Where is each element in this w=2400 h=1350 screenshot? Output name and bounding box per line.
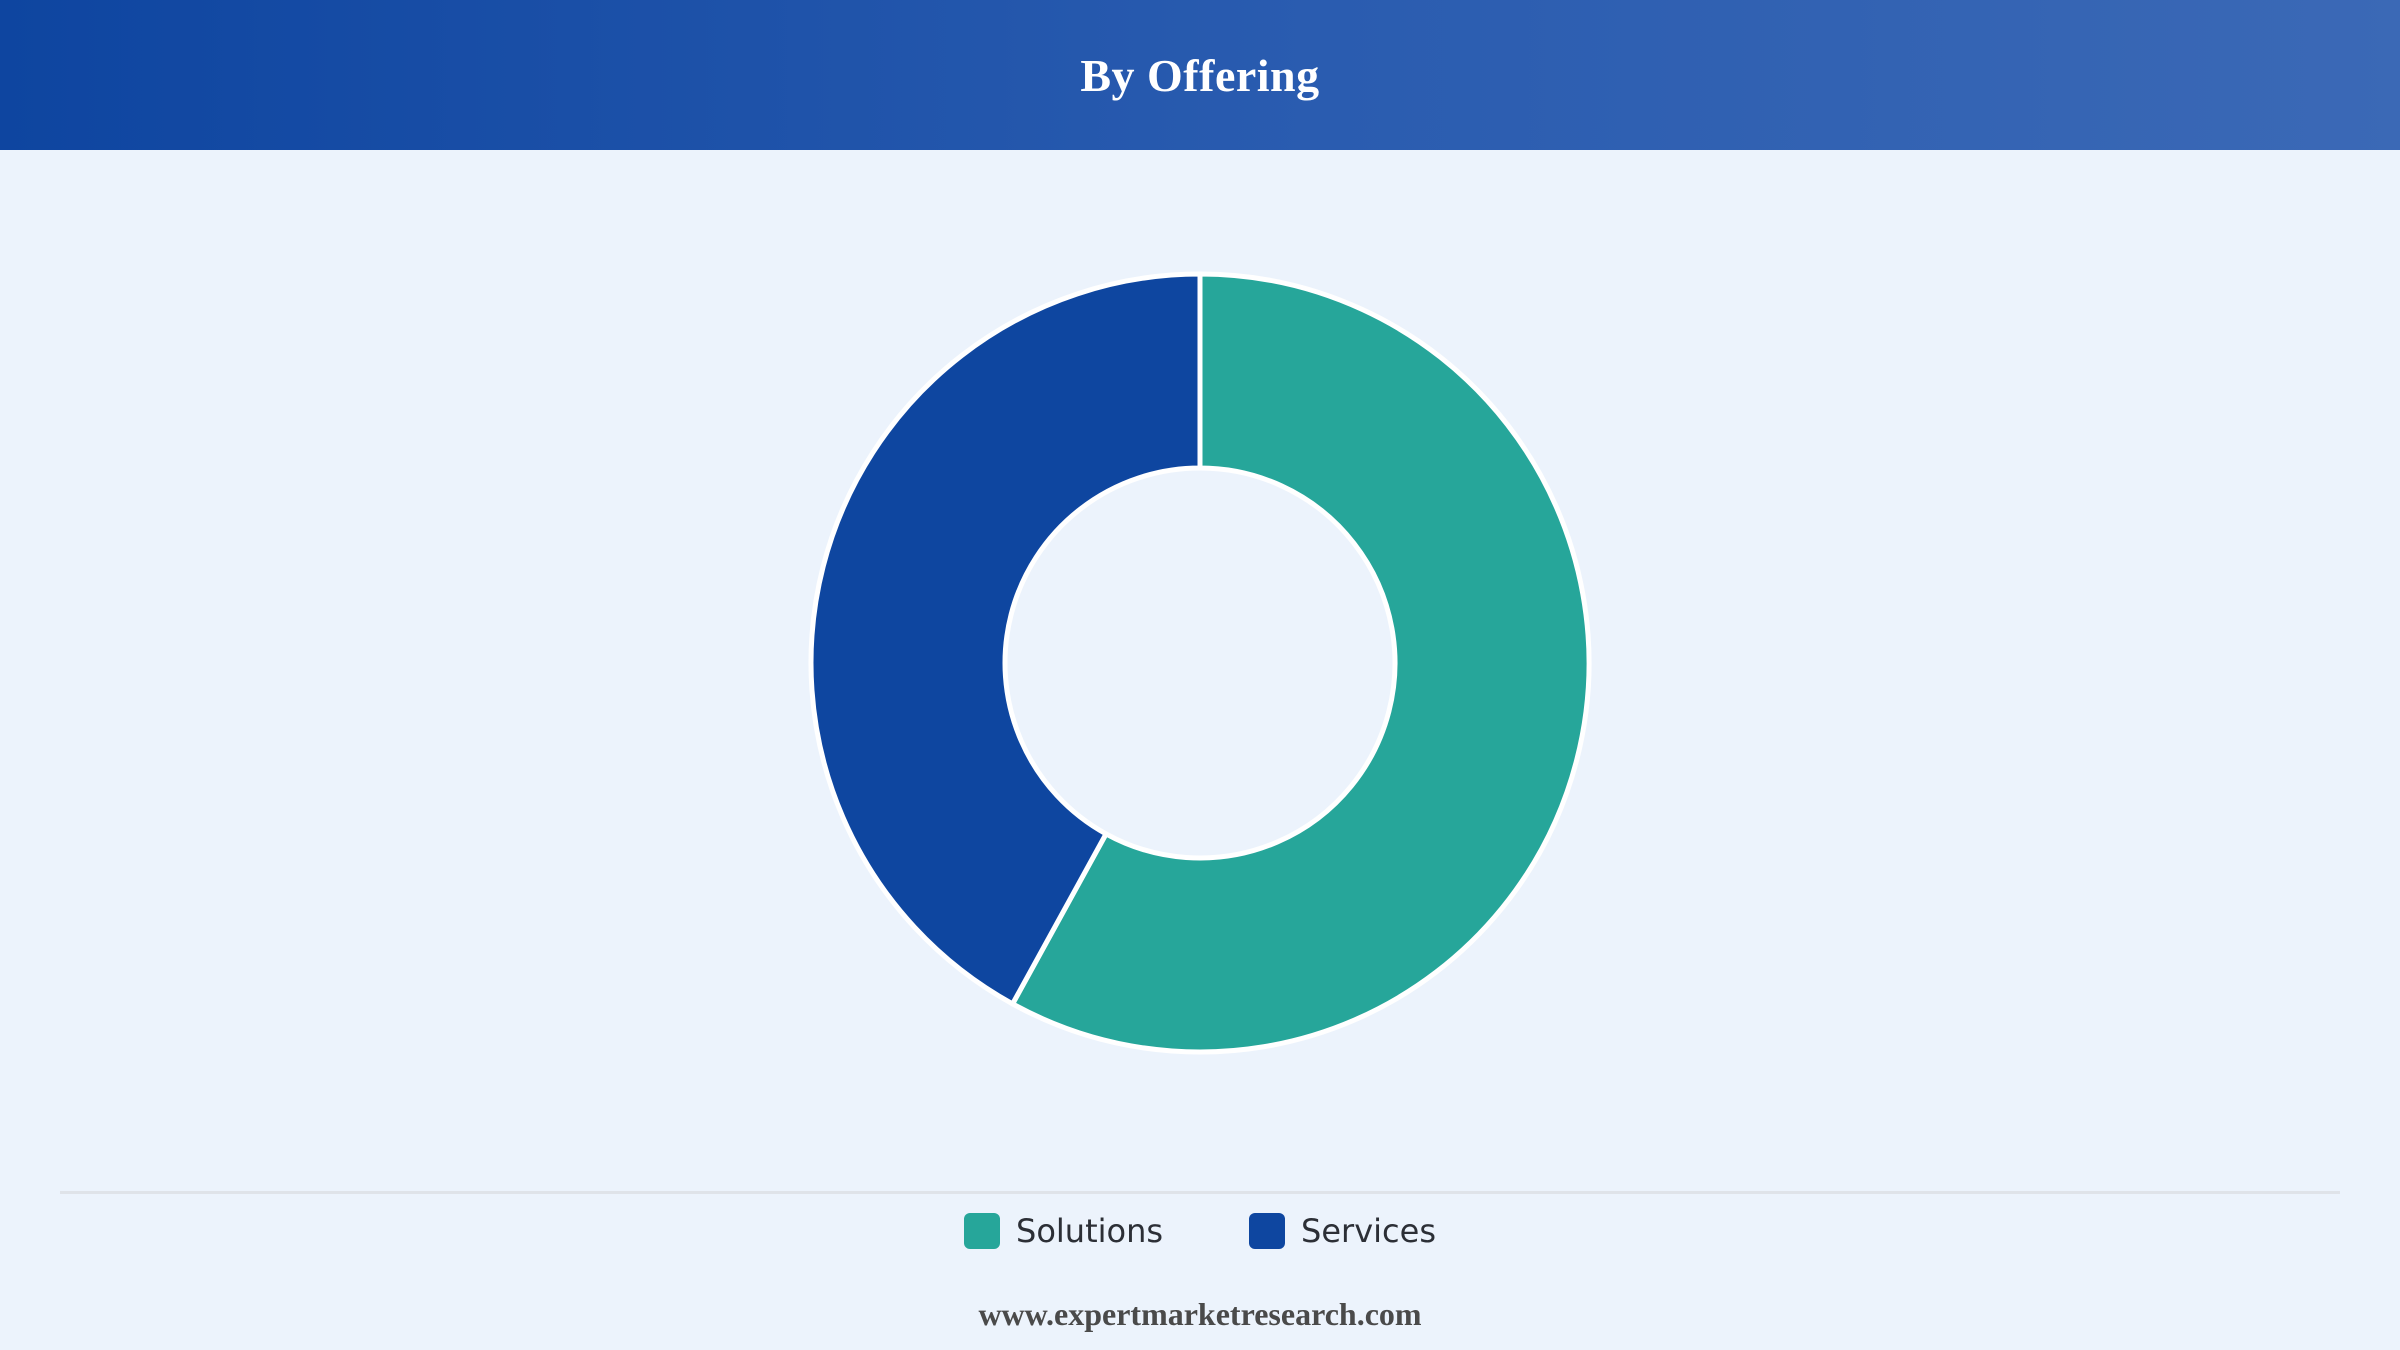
chart-legend: Solutions Services — [0, 1206, 2400, 1256]
legend-item-services[interactable]: Services — [1249, 1212, 1436, 1250]
donut-slice-solutions[interactable] — [1010, 271, 1592, 1055]
legend-label-solutions: Solutions — [1016, 1212, 1164, 1250]
chart-area — [0, 150, 2400, 1190]
legend-divider — [60, 1191, 2340, 1194]
legend-swatch-services — [1249, 1213, 1286, 1249]
legend-label-services: Services — [1301, 1212, 1436, 1250]
donut-chart — [808, 271, 1592, 1055]
header-banner: By Offering — [0, 0, 2400, 150]
source-url: www.expertmarketresearch.com — [978, 1296, 1422, 1332]
legend-swatch-solutions — [964, 1213, 1001, 1249]
chart-title: By Offering — [1080, 49, 1320, 101]
donut-slice-services[interactable] — [808, 271, 1203, 1007]
legend-item-solutions[interactable]: Solutions — [964, 1212, 1163, 1250]
